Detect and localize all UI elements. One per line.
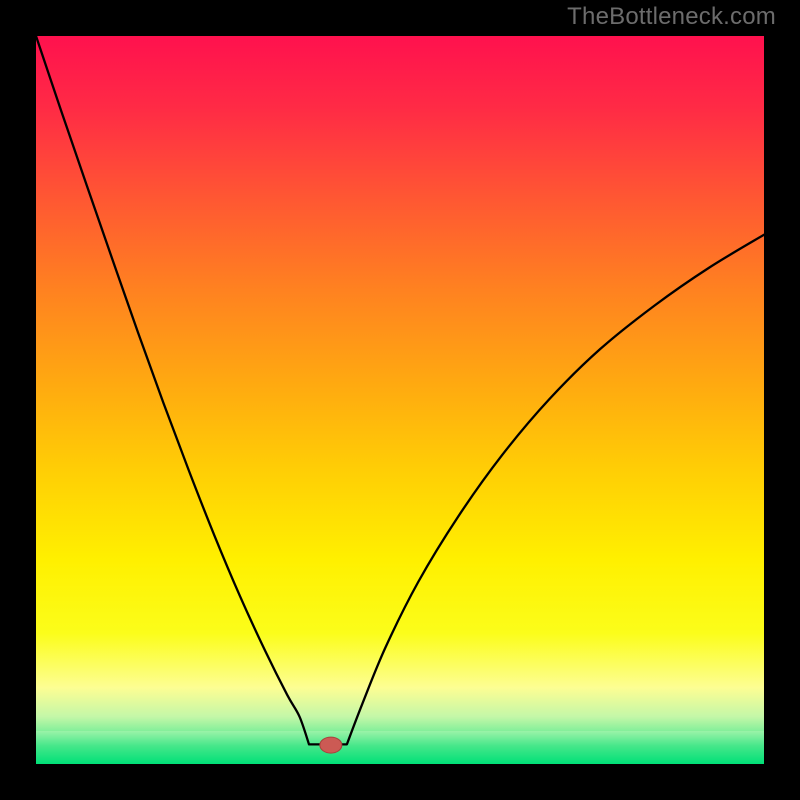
bottleneck-curve	[0, 0, 800, 800]
minimum-marker	[320, 737, 342, 753]
watermark-text: TheBottleneck.com	[567, 3, 776, 31]
chart-container: TheBottleneck.com	[0, 0, 800, 800]
curve-path	[36, 36, 764, 744]
